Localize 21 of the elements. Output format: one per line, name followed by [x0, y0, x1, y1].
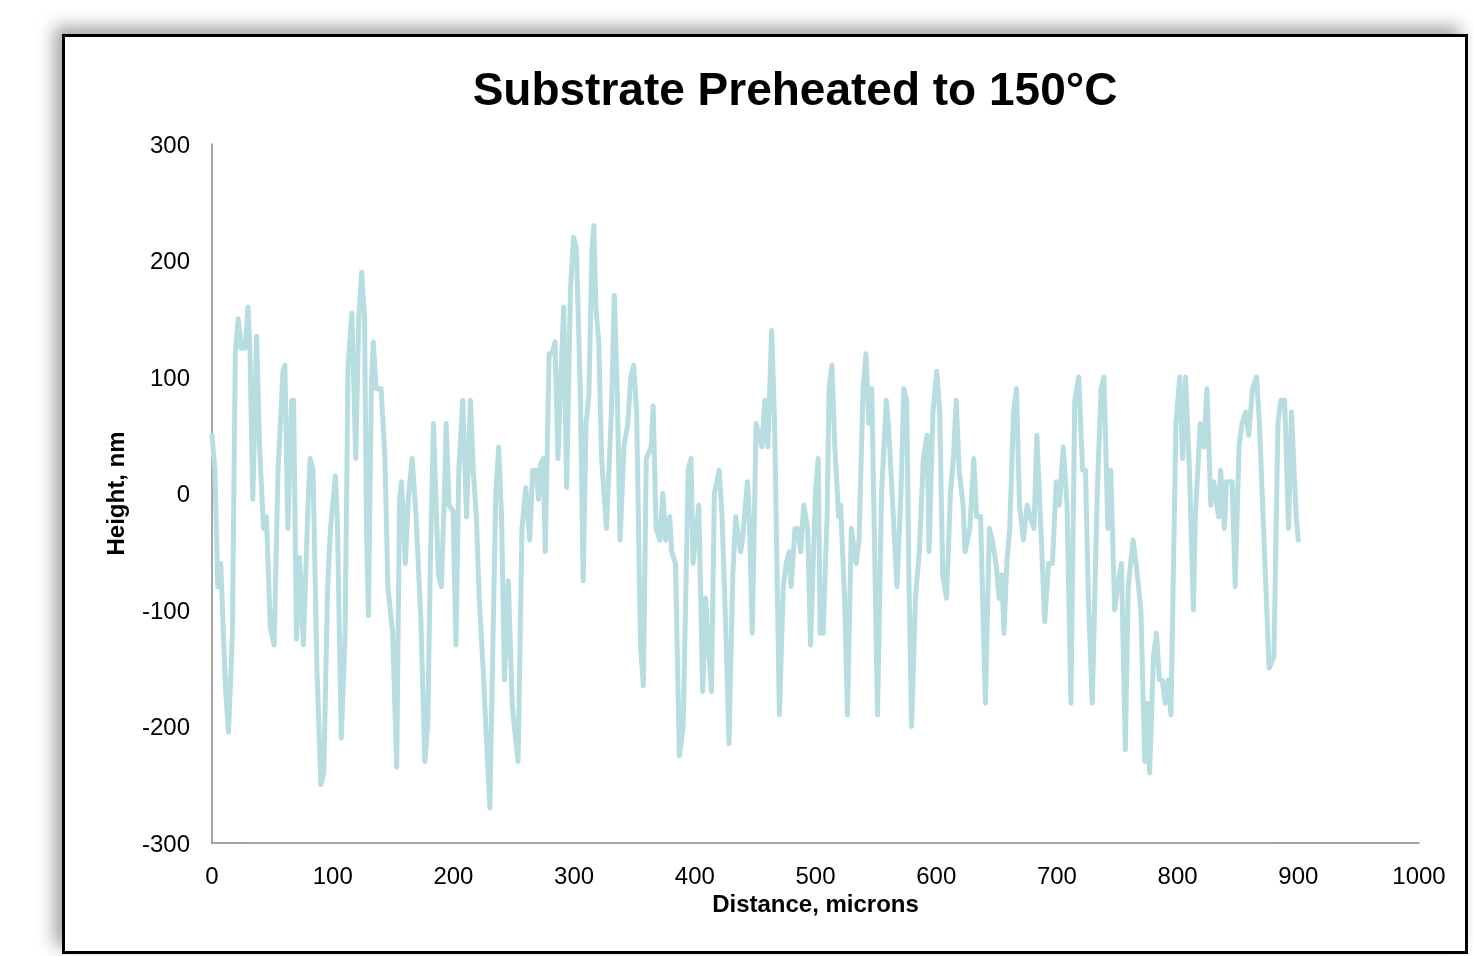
- x-tick-label: 900: [1278, 861, 1319, 889]
- x-tick-label: 100: [312, 861, 353, 889]
- x-axis-title: Distance, microns: [712, 890, 919, 918]
- y-tick-label: 300: [149, 130, 190, 158]
- x-tick-label: 0: [205, 861, 219, 889]
- x-tick-label: 800: [1157, 861, 1198, 889]
- chart-title: Substrate Preheated to 150°C: [472, 63, 1118, 115]
- x-tick-label: 1000: [1392, 861, 1446, 889]
- y-tick-label: -100: [141, 596, 190, 624]
- x-tick-label: 700: [1036, 861, 1077, 889]
- x-tick-label: 400: [674, 861, 715, 889]
- x-tick-label: 600: [916, 861, 957, 889]
- y-tick-label: -300: [141, 829, 190, 857]
- y-tick-label: -200: [141, 713, 190, 740]
- x-tick-label: 300: [554, 861, 595, 889]
- x-tick-label: 200: [433, 861, 474, 889]
- y-tick-label: 200: [149, 247, 190, 274]
- y-axis-title: Height, nm: [101, 431, 129, 556]
- y-tick-label: 100: [149, 363, 190, 391]
- x-tick-label: 500: [795, 861, 836, 889]
- y-tick-label: 0: [176, 480, 190, 507]
